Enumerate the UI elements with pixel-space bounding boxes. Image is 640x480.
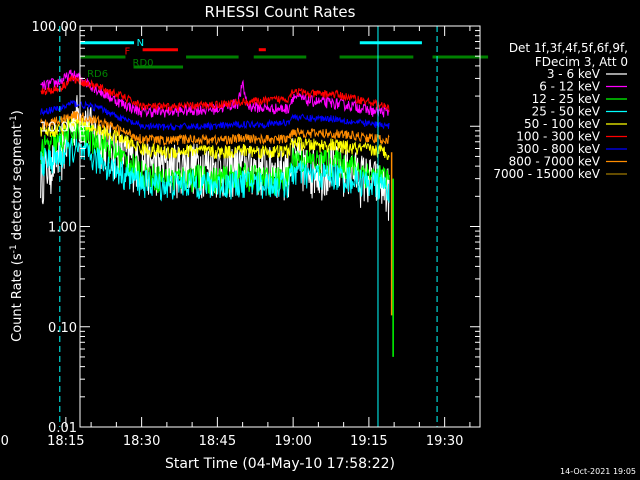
x-tick-label-1: 18:15 [47, 434, 84, 449]
flag-label-1: F [124, 46, 130, 57]
flag-label-0: N [137, 38, 144, 49]
legend: Det 1f,3f,4f,5f,6f,9f, FDecim 3, Att 0 3… [493, 41, 628, 181]
y-axis-label-sup2: -1 [9, 115, 19, 124]
y-tick-label-2: 1.00 [48, 221, 77, 236]
data-layer [40, 69, 394, 357]
legend-label-1: 6 - 12 keV [539, 80, 601, 94]
x-tick-label-6: 19:30 [426, 434, 463, 449]
flag-label-2: RD0 [133, 58, 154, 69]
x-tick-label-5: 19:15 [350, 434, 387, 449]
x-axis-label: Start Time (04-May-10 17:58:22) [165, 456, 395, 472]
legend-label-6: 300 - 800 keV [516, 142, 600, 156]
series-line-6 [40, 99, 390, 131]
timestamp: 14-Oct-2021 19:05 [560, 467, 636, 476]
y-tick-label-1: 10.00 [40, 120, 77, 135]
y-axis-label-end: ) [10, 110, 25, 115]
x-tick-label-4: 19:00 [274, 434, 311, 449]
y-axis-label-sup: -1 [9, 244, 19, 253]
legend-header-1: Det 1f,3f,4f,5f,6f,9f, [509, 41, 628, 55]
legend-label-4: 50 - 100 keV [524, 117, 601, 131]
y-axis-label-main: Count Rate (s [10, 253, 25, 342]
x-tick-label-2: 18:30 [123, 434, 160, 449]
x-tick-label-0: 18:00 [0, 434, 9, 449]
legend-label-8: 7000 - 15000 keV [493, 167, 600, 181]
legend-label-5: 100 - 300 keV [516, 130, 600, 144]
legend-label-7: 800 - 7000 keV [509, 155, 601, 169]
y-axis-label: Count Rate (s-1 detector segment-1) [9, 110, 25, 342]
axis-layer: 100.00 10.00 1.00 0.10 0.01 18:00 18:15 18:30 18… [0, 20, 480, 449]
legend-header-2: FDecim 3, Att 0 [535, 55, 628, 69]
chart-title: RHESSI Count Rates [205, 3, 356, 21]
y-tick-label-4: 0.01 [48, 421, 77, 436]
legend-label-0: 3 - 6 keV [547, 67, 601, 81]
series-line-1 [40, 69, 390, 118]
series-line-5 [40, 75, 390, 112]
y-tick-label-0: 100.00 [32, 20, 78, 35]
flag-label-3: RD6 [87, 69, 108, 80]
series-line-7 [40, 111, 390, 146]
legend-label-3: 25 - 50 keV [532, 105, 601, 119]
y-tick-label-3: 0.10 [48, 321, 77, 336]
y-axis-label-rest: detector segment [10, 124, 25, 244]
series-line-3 [40, 138, 390, 203]
legend-label-2: 12 - 25 keV [532, 92, 601, 106]
x-tick-label-3: 18:45 [199, 434, 236, 449]
